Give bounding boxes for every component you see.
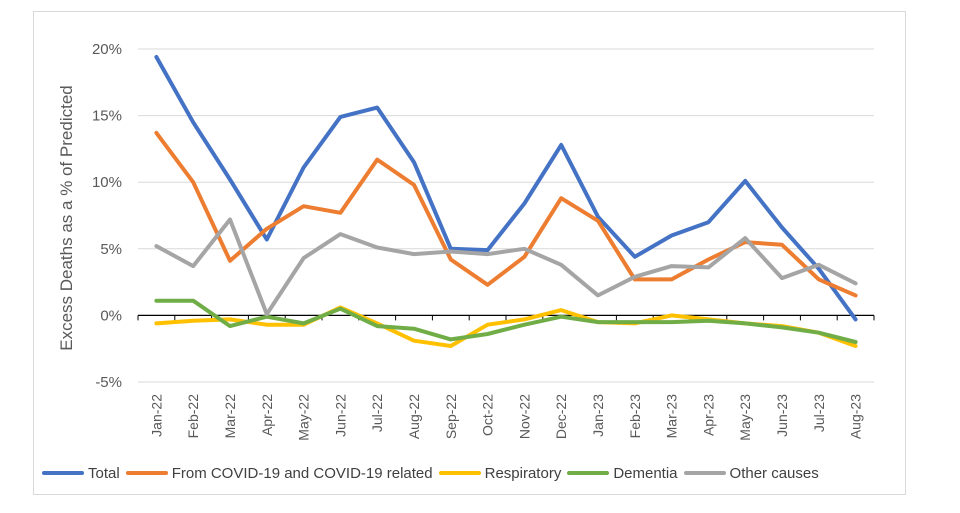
x-tick-label: May-22	[296, 394, 312, 441]
x-tick-label: Jan-22	[148, 394, 164, 437]
legend-swatch	[438, 471, 481, 475]
y-tick-label: -5%	[95, 374, 122, 391]
series-other-causes	[154, 217, 858, 317]
series-line-dementia	[154, 298, 858, 344]
series-line-other-causes	[154, 217, 858, 317]
series-lines	[154, 55, 858, 348]
y-axis-title: Excess Deaths as a % of Predicted	[57, 85, 76, 351]
x-tick-label: Jun-22	[332, 394, 348, 437]
y-tick-label: 0%	[100, 307, 122, 324]
x-tick-label: Sep-22	[443, 394, 459, 439]
legend-swatch	[125, 471, 168, 475]
series-dementia	[154, 298, 858, 344]
legend-label: Dementia	[613, 464, 678, 482]
series-line-total	[154, 55, 858, 322]
legend-item: Respiratory	[438, 464, 562, 482]
x-tick-label: Dec-22	[553, 394, 569, 439]
legend-swatch	[683, 471, 726, 475]
chart-legend: Total From COVID-19 and COVID-19 related R…	[42, 462, 825, 484]
x-tick-label: Apr-22	[259, 394, 275, 436]
x-tick-label: Feb-22	[185, 394, 201, 439]
x-tick-label: Jun-23	[774, 394, 790, 437]
legend-item: From COVID-19 and COVID-19 related	[125, 464, 433, 482]
series-from-covid-19-and-covid-19-related	[154, 130, 858, 298]
x-tick-label: Feb-23	[627, 394, 643, 439]
x-tick-label: Mar-23	[664, 394, 680, 439]
x-tick-label: Jul-22	[369, 394, 385, 432]
x-tick-label: Jul-23	[811, 394, 827, 432]
x-tick-label: Apr-23	[700, 394, 716, 436]
legend-item: Other causes	[683, 464, 819, 482]
series-line-from-covid-19-and-covid-19-related	[154, 130, 858, 298]
axes: -5% 0% 5% 10% 15% 20% Jan-22 Feb-22 Mar-22 Apr-22…	[92, 41, 875, 441]
y-tick-label: 5%	[100, 241, 122, 258]
x-tick-label: Mar-22	[222, 394, 238, 439]
legend-item: Dementia	[567, 464, 678, 482]
legend-item: Total	[42, 465, 120, 482]
legend-label: Total	[88, 464, 120, 482]
legend-label: Other causes	[729, 464, 819, 482]
x-tick-label: Oct-22	[480, 394, 496, 436]
y-tick-label: 15%	[92, 108, 122, 125]
x-tick-label: Nov-22	[516, 394, 532, 439]
series-line-respiratory	[154, 305, 858, 348]
legend-swatch	[567, 471, 610, 475]
series-respiratory	[154, 305, 858, 348]
x-tick-label: Jan-23	[590, 394, 606, 437]
legend-label: Respiratory	[484, 464, 562, 482]
x-tick-label: Aug-23	[848, 394, 864, 439]
x-tick-label: May-23	[737, 394, 753, 441]
series-total	[154, 55, 858, 322]
legend-swatch	[42, 471, 84, 475]
gridlines	[138, 48, 874, 383]
y-tick-label: 10%	[92, 174, 122, 191]
legend-label: From COVID-19 and COVID-19 related	[171, 464, 433, 482]
x-tick-label: Aug-22	[406, 394, 422, 439]
y-tick-label: 20%	[92, 41, 122, 58]
